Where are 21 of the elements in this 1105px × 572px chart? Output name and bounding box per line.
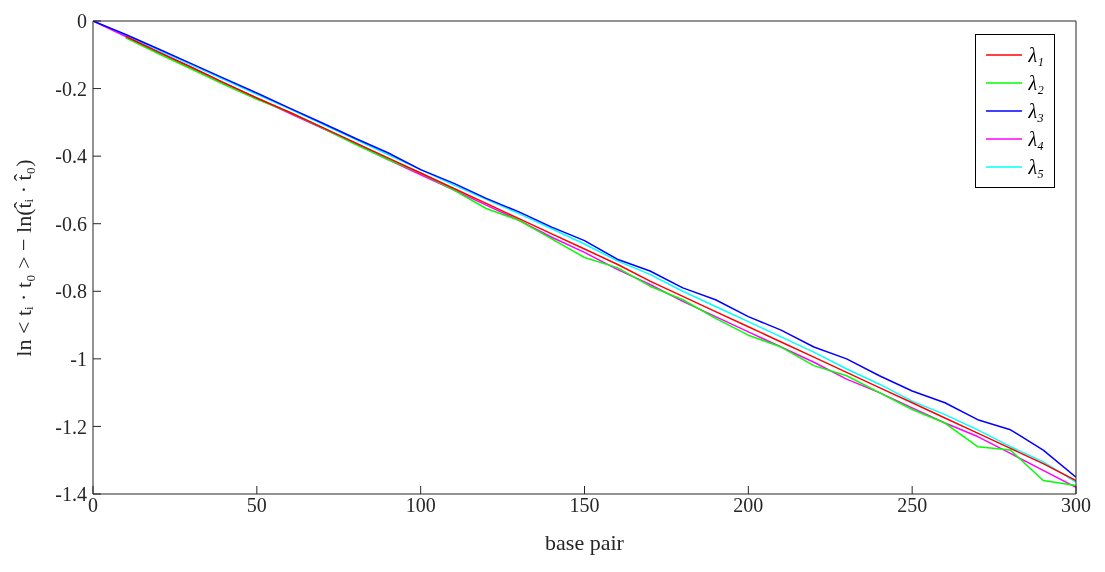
legend-label: λ₄ [1028, 127, 1044, 151]
y-tick-label: -1.4 [55, 483, 87, 506]
y-tick-label: 0 [77, 10, 87, 33]
y-tick-label: -0.2 [55, 77, 87, 100]
x-tick-label: 200 [733, 494, 764, 517]
y-tick-label: -1 [70, 347, 87, 370]
x-axis-title: base pair [545, 530, 625, 555]
x-tick-label: 150 [569, 494, 600, 517]
x-tick-label: 300 [1061, 494, 1091, 517]
y-tick-label: -1.2 [55, 415, 87, 438]
y-tick-label: -0.6 [55, 212, 87, 235]
legend-label: λ₁ [1028, 43, 1044, 67]
legend-label: λ₂ [1028, 71, 1044, 95]
legend-label: λ₅ [1028, 155, 1044, 179]
y-tick-label: -0.4 [55, 145, 87, 168]
x-tick-label: 250 [897, 494, 928, 517]
y-axis-title: ln < tᵢ · t₀ > − ln(t̂ᵢ · t̂₀) [10, 158, 37, 359]
legend-label: λ₃ [1028, 99, 1044, 123]
x-tick-label: 100 [405, 494, 436, 517]
y-tick-label: -0.8 [55, 280, 87, 303]
x-tick-label: 50 [246, 494, 267, 517]
